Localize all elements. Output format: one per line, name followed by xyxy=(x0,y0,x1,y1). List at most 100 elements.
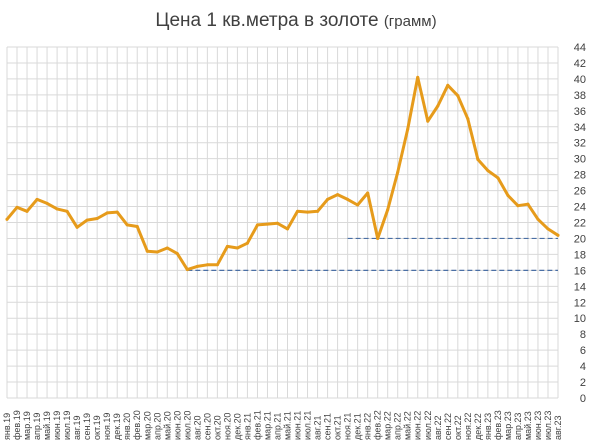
x-tick-label: дек.20 xyxy=(232,413,242,440)
y-tick-label: 2 xyxy=(580,377,586,389)
x-tick-label: фев.19 xyxy=(12,410,22,440)
data-point xyxy=(215,263,219,267)
x-tick-label: май.19 xyxy=(42,411,52,440)
y-tick-label: 30 xyxy=(574,154,586,166)
y-axis-ticks: 0246810121416182022242628303234363840424… xyxy=(574,42,586,405)
data-point xyxy=(326,197,330,201)
x-tick-label: сен.21 xyxy=(323,413,333,440)
data-point xyxy=(536,217,540,221)
x-tick-label: янв.22 xyxy=(363,413,373,440)
data-point xyxy=(496,176,500,180)
data-point xyxy=(556,233,560,237)
data-point xyxy=(35,197,39,201)
data-point xyxy=(15,205,19,209)
x-axis-ticks: янв.19 фев.19 мар.19 апр.19 май.19 июн.19 июл.… xyxy=(2,410,563,440)
data-point xyxy=(5,217,9,221)
x-tick-label: апр.19 xyxy=(32,413,42,440)
x-tick-label: июл.22 xyxy=(423,411,433,440)
x-tick-label: июл.21 xyxy=(303,411,313,440)
data-point xyxy=(145,249,149,253)
data-point xyxy=(486,169,490,173)
x-tick-label: окт.22 xyxy=(453,415,463,440)
y-tick-label: 4 xyxy=(580,361,586,373)
data-point xyxy=(125,223,129,227)
data-point xyxy=(265,222,269,226)
data-point xyxy=(135,224,139,228)
x-tick-label: апр.23 xyxy=(513,413,523,440)
chart-title: Цена 1 кв.метра в золоте (грамм) xyxy=(0,10,592,32)
data-point xyxy=(466,117,470,121)
data-point xyxy=(175,252,179,256)
y-tick-label: 38 xyxy=(574,90,586,102)
x-tick-label: фев.23 xyxy=(493,410,503,440)
data-point xyxy=(426,119,430,123)
y-tick-label: 22 xyxy=(574,218,586,230)
y-tick-label: 36 xyxy=(574,106,586,118)
data-point xyxy=(476,157,480,161)
x-tick-label: мар.23 xyxy=(503,411,513,440)
data-point xyxy=(366,191,370,195)
data-point xyxy=(336,193,340,197)
data-point xyxy=(75,225,79,229)
x-tick-label: апр.22 xyxy=(393,413,403,440)
data-point xyxy=(286,227,290,231)
x-tick-label: янв.21 xyxy=(242,413,252,440)
x-tick-label: сен.19 xyxy=(82,413,92,440)
x-tick-label: май.21 xyxy=(283,411,293,440)
data-point xyxy=(506,193,510,197)
y-tick-label: 18 xyxy=(574,249,586,261)
data-point xyxy=(316,209,320,213)
y-tick-label: 24 xyxy=(574,202,586,214)
data-point xyxy=(185,268,189,272)
data-point xyxy=(546,227,550,231)
x-tick-label: ноя.19 xyxy=(102,413,112,440)
y-tick-label: 16 xyxy=(574,265,586,277)
y-tick-label: 34 xyxy=(574,122,586,134)
x-tick-label: авг.23 xyxy=(553,416,563,440)
x-tick-label: мар.22 xyxy=(383,411,393,440)
x-tick-label: июн.21 xyxy=(293,411,303,440)
data-point xyxy=(526,202,530,206)
data-point xyxy=(55,207,59,211)
x-tick-label: янв.19 xyxy=(2,413,12,440)
y-tick-label: 0 xyxy=(580,393,586,405)
data-point xyxy=(45,201,49,205)
data-point xyxy=(195,264,199,268)
y-tick-label: 12 xyxy=(574,297,586,309)
x-tick-label: окт.21 xyxy=(333,415,343,440)
series-layer xyxy=(5,75,560,272)
data-point xyxy=(205,263,209,267)
x-tick-label: май.22 xyxy=(403,411,413,440)
y-tick-label: 26 xyxy=(574,186,586,198)
x-tick-label: авг.22 xyxy=(433,416,443,440)
x-tick-label: сен.20 xyxy=(202,413,212,440)
y-tick-label: 28 xyxy=(574,170,586,182)
data-point xyxy=(386,208,390,212)
x-tick-label: авг.19 xyxy=(72,416,82,440)
data-point xyxy=(436,104,440,108)
x-tick-label: июн.22 xyxy=(413,411,423,440)
x-tick-label: июл.19 xyxy=(62,411,72,440)
x-tick-label: дек.21 xyxy=(353,413,363,440)
data-point xyxy=(456,94,460,98)
data-point xyxy=(65,209,69,213)
x-tick-label: окт.19 xyxy=(92,415,102,440)
x-tick-label: ноя.21 xyxy=(343,413,353,440)
x-tick-label: янв.20 xyxy=(122,413,132,440)
series-line xyxy=(5,75,560,272)
y-tick-label: 8 xyxy=(580,329,586,341)
x-tick-label: май.20 xyxy=(162,411,172,440)
y-tick-label: 44 xyxy=(574,42,586,54)
y-tick-label: 6 xyxy=(580,345,586,357)
y-tick-label: 10 xyxy=(574,313,586,325)
data-point xyxy=(165,246,169,250)
x-tick-label: июл.20 xyxy=(182,411,192,440)
data-point xyxy=(255,223,259,227)
x-tick-label: дек.22 xyxy=(473,413,483,440)
data-point xyxy=(105,211,109,215)
data-point xyxy=(25,209,29,213)
x-tick-label: ноя.22 xyxy=(463,413,473,440)
y-tick-label: 14 xyxy=(574,281,586,293)
data-point xyxy=(516,204,520,208)
